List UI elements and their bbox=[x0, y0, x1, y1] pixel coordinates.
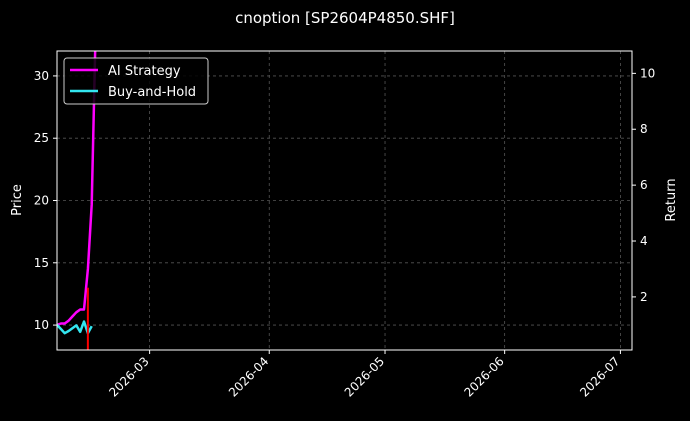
y-right-tick-label: 8 bbox=[640, 122, 648, 136]
y-left-tick-label: 10 bbox=[34, 318, 49, 332]
series-line-buy-and-hold bbox=[57, 320, 93, 335]
x-tick-label: 2026-06 bbox=[461, 354, 506, 399]
y-right-tick-label: 10 bbox=[640, 66, 655, 80]
y-right-tick-label: 2 bbox=[640, 290, 648, 304]
y-left-tick-label: 15 bbox=[34, 256, 49, 270]
y-left-axis-label: Price bbox=[10, 184, 25, 216]
y-right-tick-label: 6 bbox=[640, 178, 648, 192]
x-tick-label: 2026-05 bbox=[342, 354, 387, 399]
x-tick-label: 2026-03 bbox=[106, 354, 151, 399]
y-left-tick-label: 25 bbox=[34, 131, 49, 145]
legend-label-buy-and-hold: Buy-and-Hold bbox=[108, 85, 196, 100]
series-layer bbox=[57, 51, 97, 335]
x-tick-label: 2026-07 bbox=[577, 354, 622, 399]
series-line-ai-strategy bbox=[57, 51, 97, 327]
y-left-tick-label: 30 bbox=[34, 69, 49, 83]
y-right-axis-ticks: 2 4 6 8 10 bbox=[632, 66, 655, 304]
y-right-axis-label: Return bbox=[664, 178, 679, 221]
y-left-tick-label: 20 bbox=[34, 194, 49, 208]
legend: AI Strategy Buy-and-Hold bbox=[63, 57, 209, 105]
legend-label-ai-strategy: AI Strategy bbox=[108, 64, 181, 79]
legend-box bbox=[63, 57, 209, 105]
y-left-axis-ticks: 10 15 20 25 30 bbox=[34, 69, 57, 332]
x-tick-label: 2026-04 bbox=[226, 354, 271, 399]
x-axis-ticks: 2026-03 2026-04 2026-05 2026-06 2026-07 bbox=[106, 350, 623, 400]
chart-title: cnoption [SP2604P4850.SHF] bbox=[235, 9, 455, 27]
y-right-tick-label: 4 bbox=[640, 234, 648, 248]
